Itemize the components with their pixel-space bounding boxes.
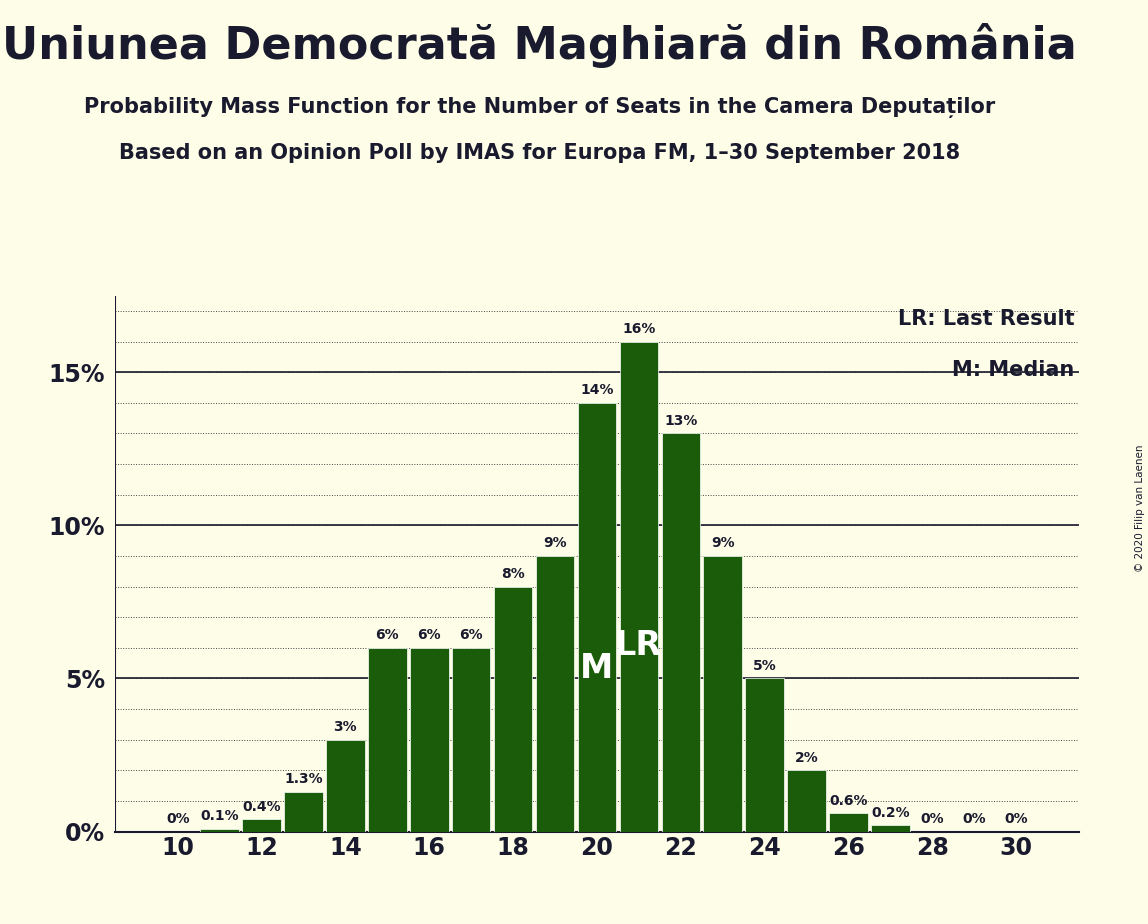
Text: LR: LR: [615, 629, 662, 662]
Bar: [704, 556, 742, 832]
Bar: [620, 342, 658, 832]
Text: Probability Mass Function for the Number of Seats in the Camera Deputaților: Probability Mass Function for the Number…: [84, 97, 995, 118]
Text: 0%: 0%: [1004, 812, 1029, 826]
Text: © 2020 Filip van Laenen: © 2020 Filip van Laenen: [1135, 444, 1145, 572]
Text: 6%: 6%: [459, 628, 483, 642]
Bar: [871, 825, 909, 832]
Text: 0.2%: 0.2%: [871, 806, 909, 820]
Bar: [326, 740, 365, 832]
Bar: [242, 820, 281, 832]
Text: M: Median: M: Median: [952, 360, 1075, 380]
Text: 0%: 0%: [962, 812, 986, 826]
Text: 13%: 13%: [665, 414, 698, 428]
Text: 1.3%: 1.3%: [285, 772, 323, 786]
Bar: [410, 648, 449, 832]
Text: 9%: 9%: [543, 537, 567, 551]
Bar: [201, 829, 239, 832]
Text: 0%: 0%: [921, 812, 944, 826]
Text: 6%: 6%: [418, 628, 441, 642]
Bar: [745, 678, 784, 832]
Text: 0.4%: 0.4%: [242, 800, 281, 814]
Text: LR: Last Result: LR: Last Result: [898, 310, 1075, 329]
Text: M: M: [581, 652, 613, 686]
Text: 6%: 6%: [375, 628, 400, 642]
Bar: [452, 648, 490, 832]
Text: 0%: 0%: [165, 812, 189, 826]
Bar: [536, 556, 574, 832]
Bar: [829, 813, 868, 832]
Text: 3%: 3%: [334, 720, 357, 735]
Text: 5%: 5%: [753, 659, 776, 673]
Text: Uniunea Democrată Maghiară din România: Uniunea Democrată Maghiară din România: [2, 23, 1077, 68]
Bar: [369, 648, 406, 832]
Bar: [285, 792, 323, 832]
Text: 14%: 14%: [580, 383, 614, 397]
Text: 8%: 8%: [502, 567, 525, 581]
Text: Based on an Opinion Poll by IMAS for Europa FM, 1–30 September 2018: Based on an Opinion Poll by IMAS for Eur…: [119, 143, 960, 164]
Bar: [494, 587, 533, 832]
Bar: [577, 403, 616, 832]
Text: 9%: 9%: [711, 537, 735, 551]
Bar: [788, 771, 825, 832]
Bar: [661, 433, 700, 832]
Text: 16%: 16%: [622, 322, 656, 336]
Text: 0.1%: 0.1%: [200, 809, 239, 823]
Text: 2%: 2%: [794, 751, 819, 765]
Text: 0.6%: 0.6%: [829, 794, 868, 808]
